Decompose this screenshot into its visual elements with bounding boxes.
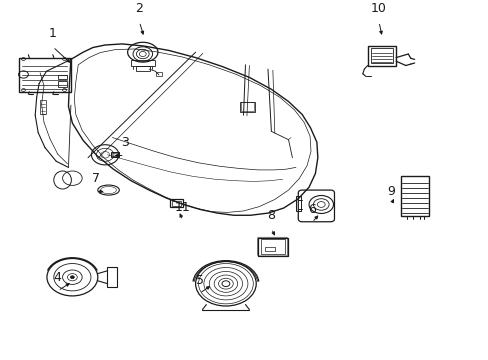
Bar xyxy=(264,247,274,251)
Bar xyxy=(106,267,117,287)
Text: 4: 4 xyxy=(54,271,61,284)
Bar xyxy=(367,46,395,66)
Text: 5: 5 xyxy=(195,274,203,287)
Bar xyxy=(111,152,119,157)
Text: 3: 3 xyxy=(121,136,128,149)
Bar xyxy=(239,102,255,112)
Text: 1: 1 xyxy=(49,27,57,40)
Text: 11: 11 xyxy=(175,201,190,214)
Text: 2: 2 xyxy=(135,2,143,15)
Text: 6: 6 xyxy=(307,203,315,216)
Bar xyxy=(370,48,392,63)
Bar xyxy=(156,72,162,76)
Bar xyxy=(258,238,287,256)
Bar xyxy=(172,201,181,206)
Bar xyxy=(112,153,118,156)
Bar xyxy=(58,81,67,87)
Bar xyxy=(240,102,254,111)
Text: 8: 8 xyxy=(267,209,275,222)
Bar xyxy=(260,239,285,254)
Bar xyxy=(58,75,67,79)
Circle shape xyxy=(70,276,74,279)
Bar xyxy=(131,60,154,66)
Bar xyxy=(40,100,46,114)
Text: 9: 9 xyxy=(386,185,394,198)
Text: 7: 7 xyxy=(92,172,100,185)
Bar xyxy=(136,66,149,71)
Bar xyxy=(170,199,183,207)
Bar xyxy=(295,196,300,211)
Bar xyxy=(400,176,428,216)
Text: 10: 10 xyxy=(370,2,386,15)
Bar xyxy=(19,58,71,92)
